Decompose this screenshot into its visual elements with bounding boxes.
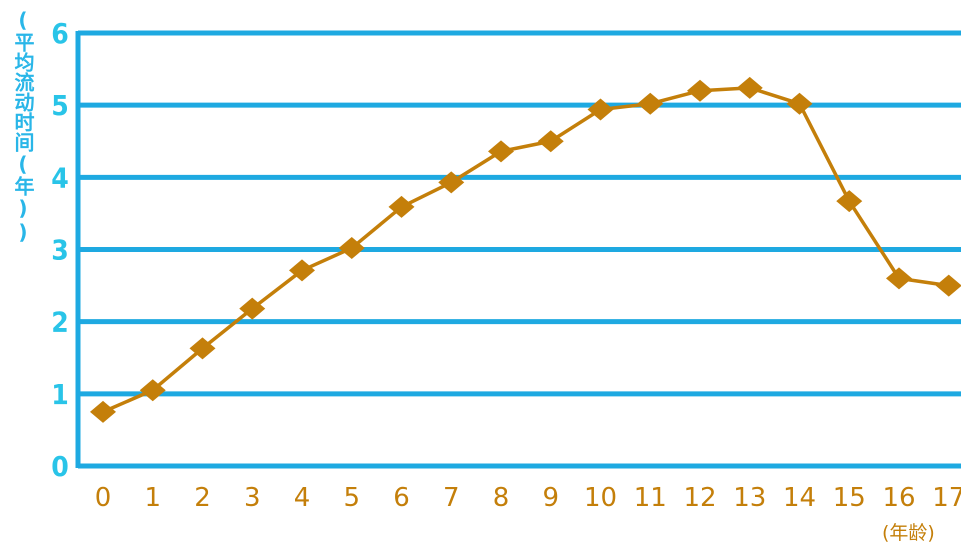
data-point-11: [637, 92, 664, 115]
x-tick-label-14: 14: [783, 483, 816, 513]
data-point-5: [338, 237, 365, 260]
x-tick-label-10: 10: [584, 483, 617, 513]
y-tick-label-2: 2: [51, 306, 69, 339]
data-point-2: [189, 337, 216, 360]
x-tick-label-8: 8: [493, 483, 510, 513]
grid-layer: [78, 30, 961, 397]
y-tick-label-5: 5: [51, 89, 69, 122]
y-axis-label: (平均流动时间(年)): [11, 8, 35, 244]
x-ticks: 0 1 2 3 4 5 6 7 8 9 10 11 12 13 14 15 16 17: [95, 483, 961, 513]
x-tick-label-7: 7: [443, 483, 460, 513]
data-point-1: [139, 379, 166, 402]
data-point-15: [836, 190, 863, 213]
y-tick-label-0: 0: [51, 450, 69, 483]
x-tick-label-0: 0: [95, 483, 112, 513]
data-point-14: [786, 92, 813, 115]
x-tick-label-5: 5: [343, 483, 360, 513]
data-point-12: [687, 79, 713, 102]
data-point-10: [587, 98, 614, 121]
x-tick-label-6: 6: [393, 483, 410, 513]
data-point-4: [289, 259, 315, 282]
data-point-9: [537, 130, 564, 153]
y-axis-label-box: (平均流动时间(年)): [6, 8, 40, 278]
y-ticks: 0 1 2 3 4 5 6: [51, 17, 69, 483]
x-tick-label-15: 15: [833, 483, 866, 513]
data-point-6: [388, 195, 415, 218]
x-tick-label-11: 11: [634, 483, 667, 513]
x-tick-label-2: 2: [194, 483, 211, 513]
y-tick-label-6: 6: [51, 17, 69, 50]
data-point-16: [886, 267, 912, 290]
x-tick-label-1: 1: [144, 483, 161, 513]
x-tick-label-9: 9: [542, 483, 559, 513]
x-tick-label-17: 17: [932, 483, 961, 513]
data-point-13: [736, 76, 763, 99]
y-tick-label-1: 1: [51, 378, 69, 411]
data-point-0: [90, 400, 116, 423]
y-tick-label-4: 4: [51, 161, 69, 194]
x-tick-label-12: 12: [683, 483, 716, 513]
data-point-7: [438, 171, 465, 194]
series-line: [102, 86, 950, 414]
x-tick-label-16: 16: [882, 483, 915, 513]
data-point-8: [488, 140, 514, 163]
data-point-3: [239, 297, 266, 320]
data-point-17: [935, 274, 961, 297]
x-tick-label-4: 4: [294, 483, 311, 513]
series-layer: [90, 76, 961, 423]
y-tick-label-3: 3: [51, 234, 69, 267]
axis-layer: [75, 31, 961, 469]
x-tick-label-13: 13: [733, 483, 766, 513]
x-axis-label: (年龄): [882, 522, 935, 544]
x-tick-label-3: 3: [244, 483, 261, 513]
